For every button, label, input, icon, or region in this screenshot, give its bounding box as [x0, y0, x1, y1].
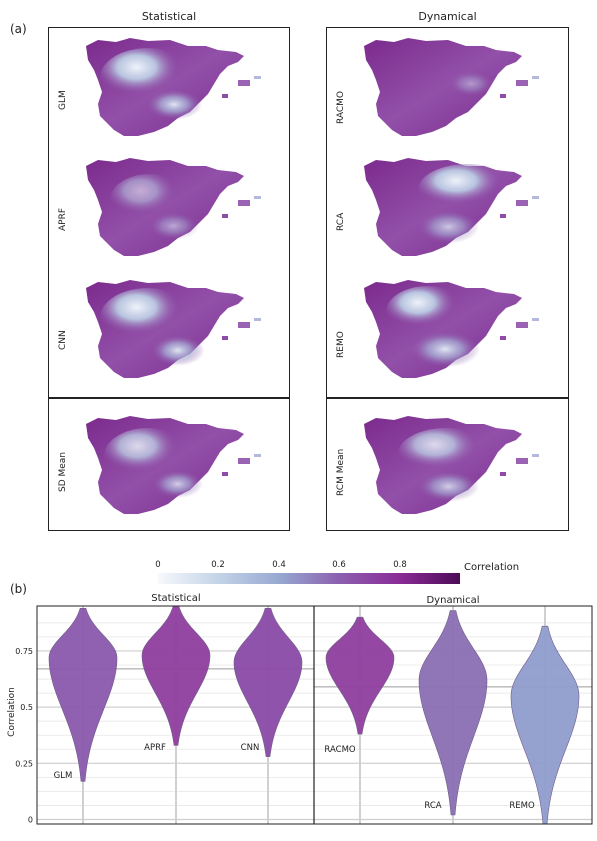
map-label-racmo: RACMO	[336, 90, 346, 124]
y-tick-label: 0.25	[15, 759, 33, 768]
colorbar-tick: 0	[155, 560, 161, 570]
y-tick-label: 0	[28, 816, 33, 825]
violin-label-aprf: APRF	[144, 743, 166, 753]
violin-layer	[48, 605, 580, 825]
violin-label-remo: REMO	[509, 801, 535, 811]
label-layer: GLM APRF CNN RACMO RCA REMO	[54, 743, 535, 811]
map-label-aprf: APRF	[58, 207, 68, 231]
violin-remo	[510, 625, 580, 825]
map-cnn	[70, 272, 270, 390]
violin-label-rca: RCA	[424, 801, 441, 811]
violin-cnn	[233, 607, 303, 757]
violin-glm	[48, 607, 118, 782]
colorbar-label: Correlation	[464, 562, 520, 573]
violin-label-cnn: CNN	[241, 743, 260, 753]
map-glm	[70, 30, 270, 148]
colorbar-tick: 0.6	[332, 560, 346, 570]
colorbar-tick: 0.8	[393, 560, 407, 570]
map-label-cnn: CNN	[58, 330, 68, 350]
map-label-rcm-mean: RCM Mean	[336, 448, 346, 496]
violin-racmo	[325, 616, 395, 735]
y-tick-label: 0.75	[15, 647, 33, 656]
violin-label-racmo: RACMO	[324, 745, 355, 755]
violin-rca	[418, 610, 488, 816]
panel-b-label: (b)	[10, 582, 27, 596]
panel-a-label: (a)	[10, 22, 27, 36]
violin-label-glm: GLM	[54, 771, 73, 781]
violin-chart: Statistical Dynamical Correlation 0 0.25 0…	[7, 593, 593, 825]
map-label-remo: REMO	[336, 331, 346, 358]
group-title-statistical: Statistical	[151, 593, 200, 604]
map-rcm-mean	[348, 408, 548, 526]
colorbar-tick: 0.4	[272, 560, 286, 570]
group-title-dynamical: Dynamical	[426, 595, 479, 606]
colorbar-tick: 0.2	[211, 560, 225, 570]
statistical-title: Statistical	[141, 10, 197, 23]
colorbar-ticks: 0 0.2 0.4 0.6 0.8	[155, 560, 460, 572]
y-tick-label: 0.5	[20, 703, 33, 712]
map-sd-mean	[70, 408, 270, 526]
map-label-sd-mean: SD Mean	[58, 451, 68, 492]
map-label-glm: GLM	[58, 90, 68, 110]
map-racmo	[348, 30, 548, 148]
dynamical-title: Dynamical	[418, 10, 477, 23]
colorbar	[158, 573, 460, 584]
map-label-rca: RCA	[336, 212, 346, 231]
map-remo	[348, 272, 548, 390]
map-rca	[348, 150, 548, 268]
y-axis-label: Correlation	[7, 687, 17, 737]
map-aprf	[70, 150, 270, 268]
violin-aprf	[141, 605, 211, 746]
